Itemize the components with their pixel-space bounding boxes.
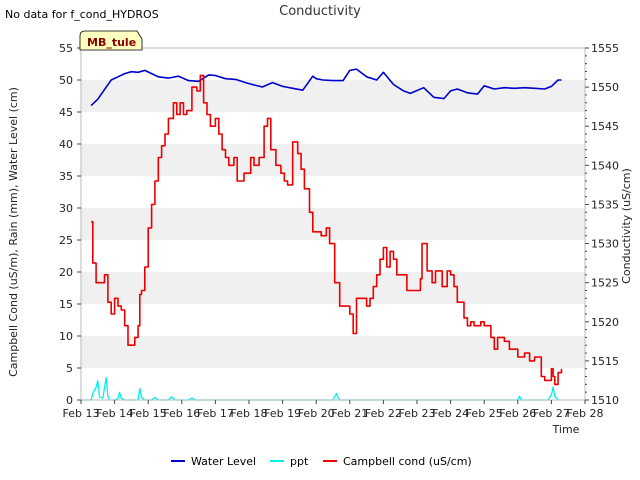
right-tick-label: 1540 — [591, 159, 619, 172]
left-tick-label: 25 — [59, 234, 73, 247]
site-badge-label: MB_tule — [87, 36, 136, 49]
right-axis-title: Conductivity (uS/cm) — [620, 168, 633, 284]
x-tick-label: Feb 19 — [264, 407, 301, 420]
left-tick-label: 35 — [59, 170, 73, 183]
x-tick-label: Feb 27 — [533, 407, 570, 420]
x-tick-label: Feb 24 — [432, 407, 469, 420]
series-campbell-cond — [91, 74, 563, 386]
site-badge-shape — [79, 30, 143, 51]
right-tick-label: 1515 — [591, 355, 619, 368]
x-tick-label: Feb 25 — [466, 407, 503, 420]
chart-title: Conductivity — [279, 4, 361, 19]
x-tick-label: Feb 15 — [130, 407, 167, 420]
x-tick-label: Feb 13 — [63, 407, 100, 420]
left-tick-label: 45 — [59, 106, 73, 119]
x-tick-label: Feb 28 — [567, 407, 604, 420]
right-tick-label: 1555 — [591, 42, 619, 55]
right-tick-label: 1525 — [591, 277, 619, 290]
x-tick-label: Feb 20 — [298, 407, 335, 420]
left-tick-label: 50 — [59, 74, 73, 87]
left-tick-label: 55 — [59, 42, 73, 55]
background-bands — [81, 80, 585, 368]
background-band — [81, 80, 585, 112]
legend-label-ppt: ppt — [290, 455, 309, 468]
right-axis: 1510 1515 1520 1525 1530 1535 1540 1545 1550 1555 — [585, 42, 619, 407]
right-tick-label: 1535 — [591, 198, 619, 211]
no-data-note: No data for f_cond_HYDROS — [5, 8, 159, 21]
left-tick-label: 5 — [66, 362, 73, 375]
background-band — [81, 272, 585, 304]
site-badge: MB_tule — [79, 30, 143, 51]
right-tick-label: 1550 — [591, 81, 619, 94]
x-tick-label: Feb 22 — [365, 407, 402, 420]
left-tick-label: 0 — [66, 394, 73, 407]
legend-label-campbell: Campbell cond (uS/cm) — [343, 455, 472, 468]
series-ppt — [81, 376, 562, 401]
left-tick-label: 10 — [59, 330, 73, 343]
right-tick-label: 1510 — [591, 394, 619, 407]
x-axis-title: Time — [552, 423, 580, 436]
x-tick-label: Feb 21 — [331, 407, 368, 420]
x-tick-label: Feb 26 — [499, 407, 536, 420]
x-tick-label: Feb 16 — [163, 407, 200, 420]
background-band — [81, 144, 585, 176]
background-band — [81, 336, 585, 368]
right-tick-label: 1520 — [591, 316, 619, 329]
x-tick-label: Feb 14 — [96, 407, 133, 420]
x-tick-label: Feb 23 — [399, 407, 436, 420]
right-tick-label: 1545 — [591, 120, 619, 133]
left-tick-label: 30 — [59, 202, 73, 215]
legend: Water Level ppt Campbell cond (uS/cm) — [171, 455, 472, 468]
plot-frame — [80, 47, 586, 401]
left-tick-label: 20 — [59, 266, 73, 279]
legend-label-water-level: Water Level — [191, 455, 256, 468]
series-water-level — [90, 68, 562, 107]
right-tick-label: 1530 — [591, 238, 619, 251]
x-tick-label: Feb 17 — [197, 407, 234, 420]
left-tick-label: 15 — [59, 298, 73, 311]
left-axis: 0 5 10 15 20 25 30 35 40 45 50 55 — [59, 42, 81, 407]
x-tick-label: Feb 18 — [231, 407, 268, 420]
background-band — [81, 208, 585, 240]
left-axis-title: Campbell Cond (uS/m), Rain (mm), Water L… — [7, 87, 20, 377]
left-tick-label: 40 — [59, 138, 73, 151]
